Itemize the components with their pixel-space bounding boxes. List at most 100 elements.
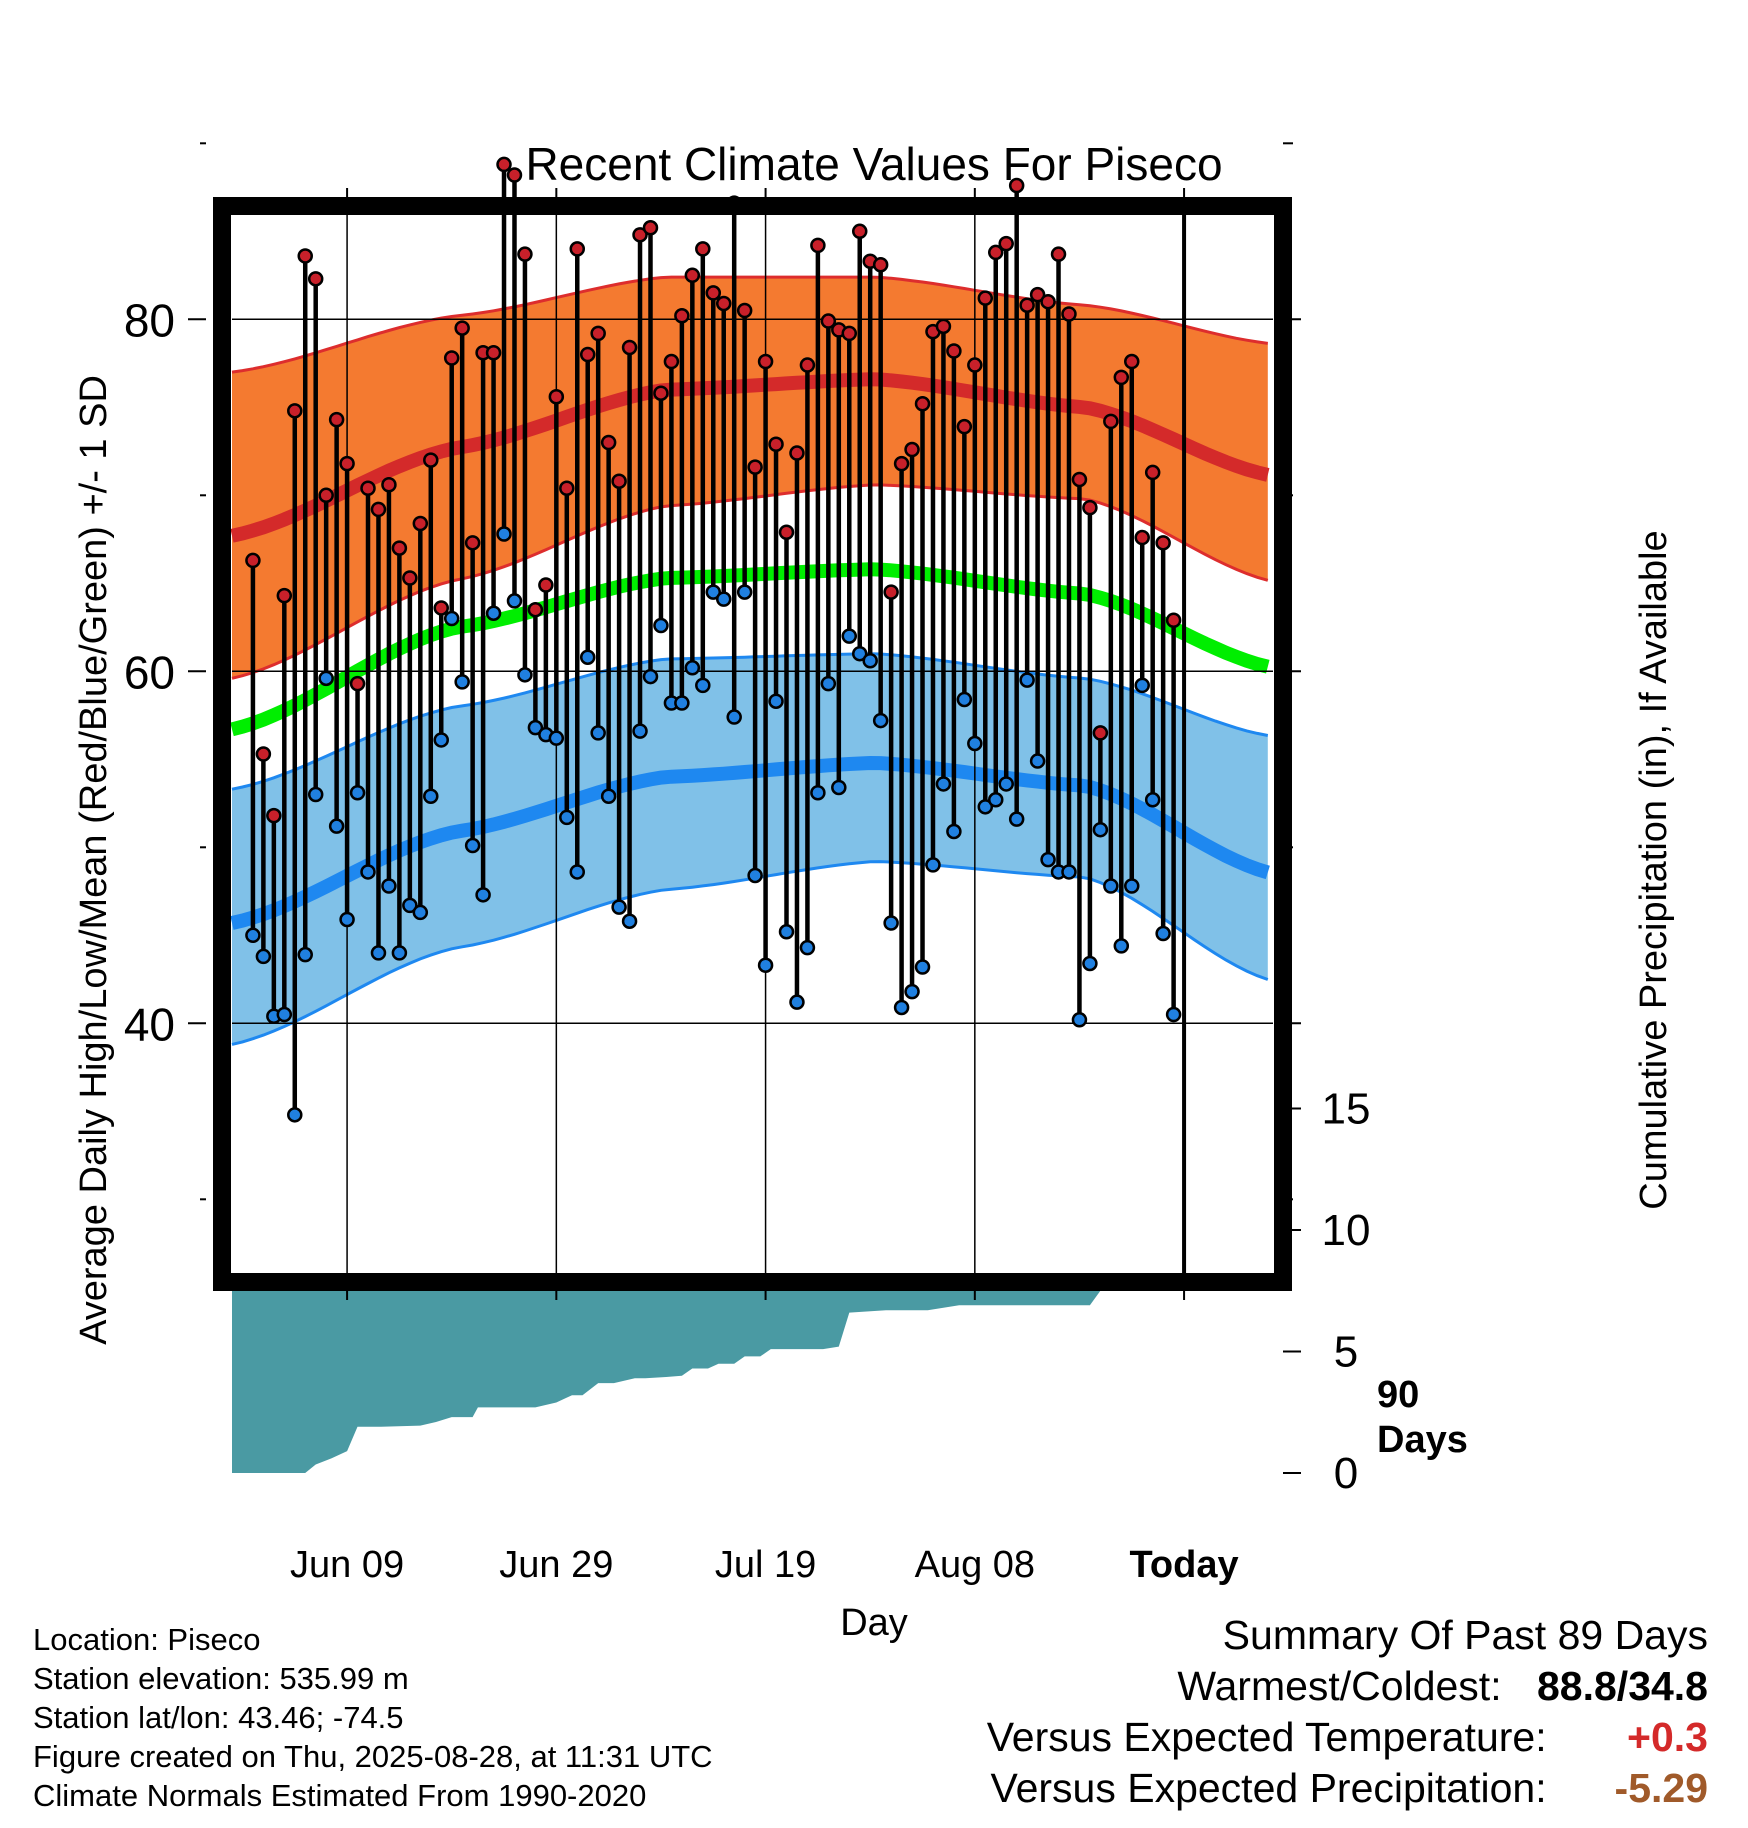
low-point bbox=[475, 887, 491, 903]
high-point bbox=[695, 241, 711, 257]
summary-precipitation: Versus Expected Precipitation: -5.29 bbox=[987, 1763, 1709, 1814]
precipitation-value: -5.29 bbox=[1614, 1765, 1708, 1811]
high-point bbox=[946, 343, 962, 359]
x-tick-label: Aug 08 bbox=[915, 1544, 1035, 1586]
high-point bbox=[412, 515, 429, 532]
high-point bbox=[245, 552, 261, 569]
warmest-coldest-value: 88.8/34.8 bbox=[1537, 1663, 1708, 1709]
low-point bbox=[967, 735, 983, 752]
high-point bbox=[538, 577, 554, 593]
low-point bbox=[559, 809, 575, 826]
daily-points bbox=[245, 156, 1182, 1123]
station-info: Location: Piseco Station elevation: 535.… bbox=[33, 1620, 713, 1815]
summary-temperature: Versus Expected Temperature: +0.3 bbox=[987, 1712, 1708, 1763]
low-point bbox=[454, 674, 470, 690]
mean-line bbox=[230, 562, 1270, 737]
station-location: Location: Piseco bbox=[33, 1622, 261, 1657]
low-point bbox=[1029, 753, 1046, 769]
y2-tick-label: 0 bbox=[1334, 1449, 1358, 1498]
axes: Jun 09 Jun 29 Jul 19 Aug 08 Today 40 60 80 0 5 10 1… bbox=[124, 142, 1371, 1586]
high-point bbox=[370, 501, 387, 518]
low-point bbox=[851, 645, 868, 662]
high-point bbox=[1061, 306, 1077, 322]
high-point bbox=[883, 584, 899, 600]
high-point bbox=[255, 746, 272, 762]
today-marker-label-2: Days bbox=[1377, 1419, 1468, 1461]
summary-warmest-coldest: Warmest/Coldest: 88.8/34.8 bbox=[987, 1661, 1708, 1712]
low-point bbox=[893, 999, 910, 1016]
y2-tick-label: 15 bbox=[1322, 1085, 1371, 1134]
high-point bbox=[266, 807, 282, 824]
precipitation-area bbox=[232, 1273, 1273, 1473]
high-point bbox=[810, 237, 826, 254]
low-point bbox=[1019, 672, 1035, 688]
low-point bbox=[935, 776, 952, 792]
high-point bbox=[1008, 177, 1025, 194]
high-point bbox=[391, 540, 408, 556]
today-marker-label-1: 90 bbox=[1377, 1374, 1419, 1416]
high-point bbox=[747, 459, 763, 475]
summary-panel: Summary Of Past 89 Days Warmest/Coldest:… bbox=[987, 1610, 1708, 1814]
low-point bbox=[736, 584, 753, 600]
high-point bbox=[569, 241, 586, 257]
high-point bbox=[1144, 464, 1161, 481]
high-point bbox=[977, 290, 994, 306]
low-point bbox=[1144, 792, 1161, 808]
x-tick-label: Today bbox=[1130, 1544, 1239, 1586]
low-point bbox=[287, 1107, 303, 1123]
high-point bbox=[663, 353, 680, 370]
low-point bbox=[1092, 821, 1109, 838]
low-point bbox=[548, 730, 565, 746]
low-point bbox=[464, 837, 481, 854]
today-marker: 90 Days bbox=[1182, 214, 1468, 1461]
low-point bbox=[810, 784, 826, 801]
high-point bbox=[517, 246, 533, 262]
low-point bbox=[1165, 1006, 1182, 1023]
low-point bbox=[1008, 811, 1025, 827]
temperature-label: Versus Expected Temperature: bbox=[986, 1714, 1547, 1760]
high-point bbox=[768, 436, 784, 453]
high-point bbox=[653, 385, 669, 401]
low-point bbox=[1103, 878, 1119, 894]
low-point bbox=[339, 911, 355, 928]
high-point bbox=[904, 441, 920, 458]
low-point bbox=[653, 617, 669, 634]
high-point bbox=[1092, 725, 1109, 741]
low-point bbox=[611, 899, 627, 915]
low-point bbox=[883, 915, 899, 931]
high-point bbox=[956, 418, 973, 435]
low-point bbox=[600, 788, 617, 805]
low-point bbox=[297, 946, 313, 963]
low-point bbox=[977, 799, 994, 815]
low-point bbox=[245, 927, 261, 944]
high-point bbox=[1124, 353, 1140, 370]
y-tick-label: 80 bbox=[124, 294, 175, 346]
low-point bbox=[496, 526, 512, 542]
climate-normals-note: Climate Normals Estimated From 1990-2020 bbox=[33, 1778, 647, 1813]
low-point bbox=[621, 913, 638, 929]
low-point bbox=[956, 691, 973, 708]
high-point bbox=[318, 487, 334, 504]
low-point bbox=[590, 725, 606, 741]
low-point bbox=[527, 719, 544, 736]
normal-bands bbox=[230, 275, 1270, 1046]
high-point bbox=[851, 223, 868, 240]
low-point bbox=[423, 788, 439, 805]
low-point bbox=[1061, 864, 1077, 880]
low-point bbox=[799, 939, 816, 956]
low-point bbox=[307, 786, 324, 803]
high-point bbox=[935, 318, 952, 335]
summary-title: Summary Of Past 89 Days bbox=[1222, 1612, 1708, 1658]
high-point bbox=[789, 445, 805, 461]
low-point bbox=[789, 994, 805, 1010]
low-point bbox=[1155, 925, 1171, 942]
high-point bbox=[841, 325, 858, 342]
y-tick-label: 40 bbox=[124, 998, 175, 1050]
high-point bbox=[1155, 535, 1171, 551]
high-point bbox=[1103, 413, 1119, 430]
high-point bbox=[548, 388, 565, 405]
high-point bbox=[339, 455, 355, 472]
low-point bbox=[841, 628, 858, 644]
high-point bbox=[1113, 369, 1130, 386]
low-point bbox=[757, 957, 774, 973]
